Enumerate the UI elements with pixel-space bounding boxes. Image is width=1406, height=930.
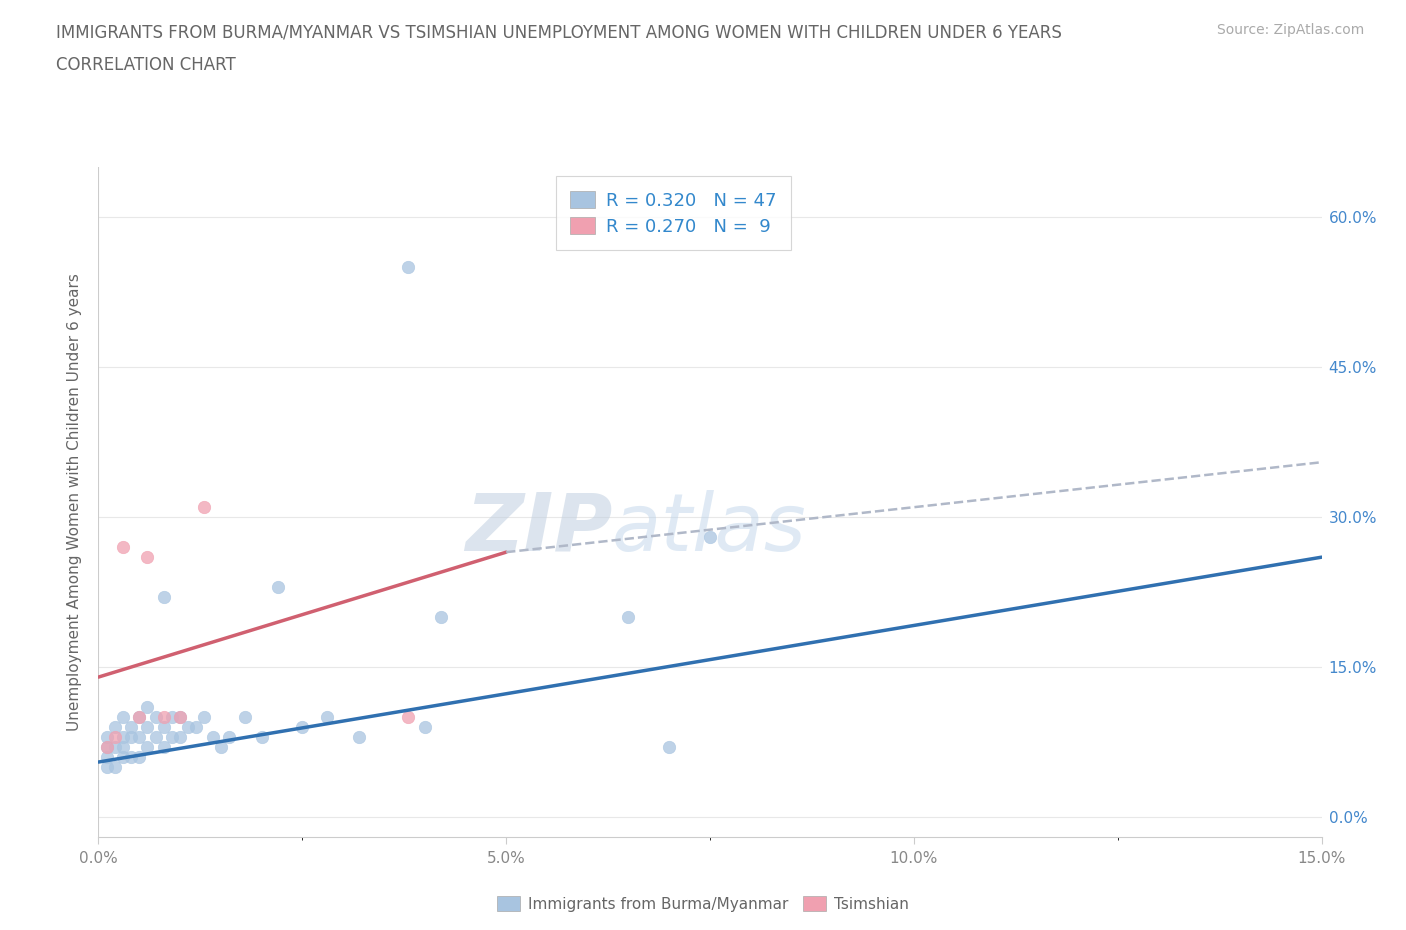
Point (193, 499, 215, 514)
Text: ZIP: ZIP (465, 490, 612, 568)
Point (96, 760, 118, 775)
Point (111, 710, 134, 724)
Legend: Immigrants from Burma/Myanmar, Tsimshian: Immigrants from Burma/Myanmar, Tsimshian (491, 890, 915, 918)
Point (128, 710, 150, 724)
Point (349, 730, 371, 745)
Point (186, 720, 208, 735)
Point (267, 579, 290, 594)
Point (120, 730, 142, 745)
Point (177, 720, 200, 735)
Point (128, 730, 150, 745)
Point (136, 739, 159, 754)
Text: IMMIGRANTS FROM BURMA/MYANMAR VS TSIMSHIAN UNEMPLOYMENT AMONG WOMEN WITH CHILDRE: IMMIGRANTS FROM BURMA/MYANMAR VS TSIMSHI… (56, 23, 1062, 41)
Point (315, 710, 337, 724)
Point (136, 550, 159, 565)
Text: CORRELATION CHART: CORRELATION CHART (56, 56, 236, 73)
Point (136, 699, 159, 714)
Point (111, 539, 134, 554)
Point (218, 730, 240, 745)
Y-axis label: Unemployment Among Women with Children Under 6 years: Unemployment Among Women with Children U… (67, 273, 83, 731)
Point (104, 730, 127, 745)
Text: atlas: atlas (612, 490, 807, 568)
Point (96, 739, 118, 754)
Point (617, 610, 640, 625)
Point (96, 750, 118, 764)
Point (169, 710, 191, 724)
Point (111, 739, 134, 754)
Point (152, 590, 174, 604)
Point (104, 739, 127, 754)
Point (145, 730, 167, 745)
Legend: R = 0.320   N = 47, R = 0.270   N =  9: R = 0.320 N = 47, R = 0.270 N = 9 (555, 177, 792, 250)
Point (128, 710, 150, 724)
Point (169, 710, 191, 724)
Point (430, 610, 453, 625)
Point (233, 710, 256, 724)
Point (658, 739, 681, 754)
Point (152, 739, 174, 754)
Point (413, 720, 436, 735)
Point (209, 739, 232, 754)
Point (160, 710, 183, 724)
Point (120, 750, 142, 764)
Point (169, 730, 191, 745)
Point (111, 750, 134, 764)
Point (291, 720, 314, 735)
Point (120, 720, 142, 735)
Point (104, 760, 127, 775)
Point (152, 710, 174, 724)
Point (128, 750, 150, 764)
Point (96, 730, 118, 745)
Point (193, 710, 215, 724)
Point (160, 730, 183, 745)
Point (699, 530, 721, 545)
Point (104, 720, 127, 735)
Point (96, 739, 118, 754)
Point (396, 259, 419, 274)
Point (396, 710, 419, 724)
Point (145, 710, 167, 724)
Point (250, 730, 273, 745)
Point (201, 730, 224, 745)
Point (136, 720, 159, 735)
Point (152, 720, 174, 735)
Text: Source: ZipAtlas.com: Source: ZipAtlas.com (1216, 23, 1364, 37)
Point (111, 730, 134, 745)
